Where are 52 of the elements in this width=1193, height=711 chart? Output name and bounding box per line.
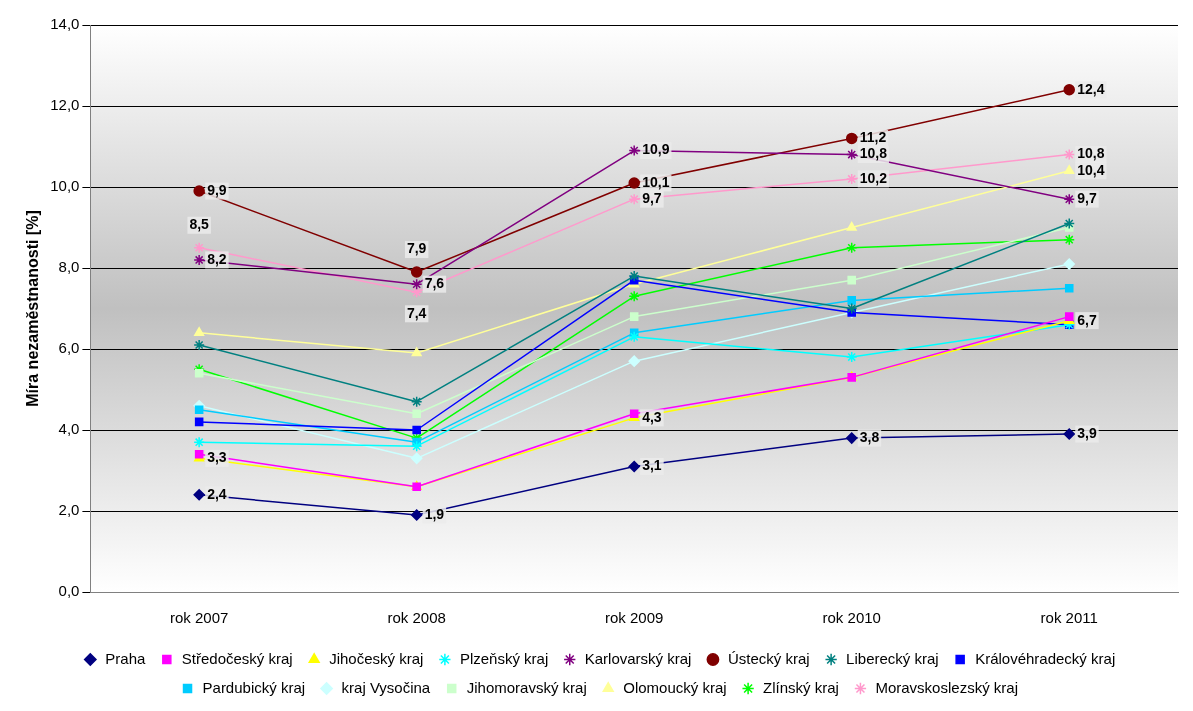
x-tick-label: rok 2008 <box>387 609 446 627</box>
data-label: 1,9 <box>424 505 445 522</box>
data-label: 9,9 <box>207 181 227 198</box>
data-label: 11,2 <box>859 129 887 146</box>
y-tick-label: 2,0 <box>58 501 80 519</box>
data-label: 3,8 <box>859 428 880 445</box>
y-tick-label: 0,0 <box>58 582 80 600</box>
legend-label: Zlínský kraj <box>763 678 839 696</box>
x-tick-label: rok 2011 <box>1040 609 1098 627</box>
y-tick-label: 14,0 <box>50 15 80 33</box>
data-label: 3,3 <box>207 449 227 466</box>
data-label: 8,2 <box>207 250 227 267</box>
x-tick-label: rok 2007 <box>169 609 229 627</box>
legend-label: Plzeňský kraj <box>459 649 549 667</box>
data-label: 8,5 <box>189 216 210 233</box>
y-axis-title: Míra nezaměstnanosti [%] <box>24 210 42 407</box>
data-label: 7,4 <box>406 304 427 321</box>
legend-label: Pardubický kraj <box>202 678 306 696</box>
data-label: 3,1 <box>642 457 662 474</box>
y-tick-label: 4,0 <box>58 420 80 438</box>
legend-label: Ústecký kraj <box>727 649 810 667</box>
data-label: 10,8 <box>1077 145 1105 162</box>
data-label: 3,9 <box>1077 424 1097 441</box>
data-label: 10,9 <box>642 141 670 158</box>
y-tick-label: 12,0 <box>50 96 80 114</box>
legend-label: Karlovarský kraj <box>584 649 692 667</box>
data-label: 10,8 <box>859 145 888 162</box>
data-label: 9,7 <box>1077 190 1097 207</box>
data-label: 2,4 <box>207 485 227 502</box>
data-label: 6,7 <box>1077 311 1097 328</box>
legend-label: Jihočeský kraj <box>329 649 424 667</box>
data-label: 9,7 <box>642 190 662 207</box>
data-label: 7,9 <box>406 240 427 257</box>
data-label: 10,1 <box>642 173 670 190</box>
legend-label: Středočeský kraj <box>181 649 293 667</box>
legend-label: kraj Vysočina <box>341 678 431 696</box>
y-tick-label: 8,0 <box>58 258 80 276</box>
legend-label: Praha <box>105 649 146 667</box>
legend-label: Olomoucký kraj <box>623 678 727 696</box>
data-label: 7,6 <box>424 275 445 292</box>
x-tick-label: rok 2009 <box>605 609 664 627</box>
legend-label: Liberecký kraj <box>846 649 939 667</box>
data-label: 10,4 <box>1077 161 1105 178</box>
legend-label: Moravskoslezský kraj <box>875 678 1018 696</box>
data-label: 10,2 <box>859 169 888 186</box>
legend-label: Královéhradecký kraj <box>975 649 1116 667</box>
data-label: 4,3 <box>642 408 662 425</box>
y-tick-label: 10,0 <box>50 177 80 195</box>
x-tick-label: rok 2010 <box>822 609 881 627</box>
legend-label: Jihomoravský kraj <box>466 678 587 696</box>
data-label: 12,4 <box>1077 80 1105 97</box>
y-tick-label: 6,0 <box>58 339 80 357</box>
